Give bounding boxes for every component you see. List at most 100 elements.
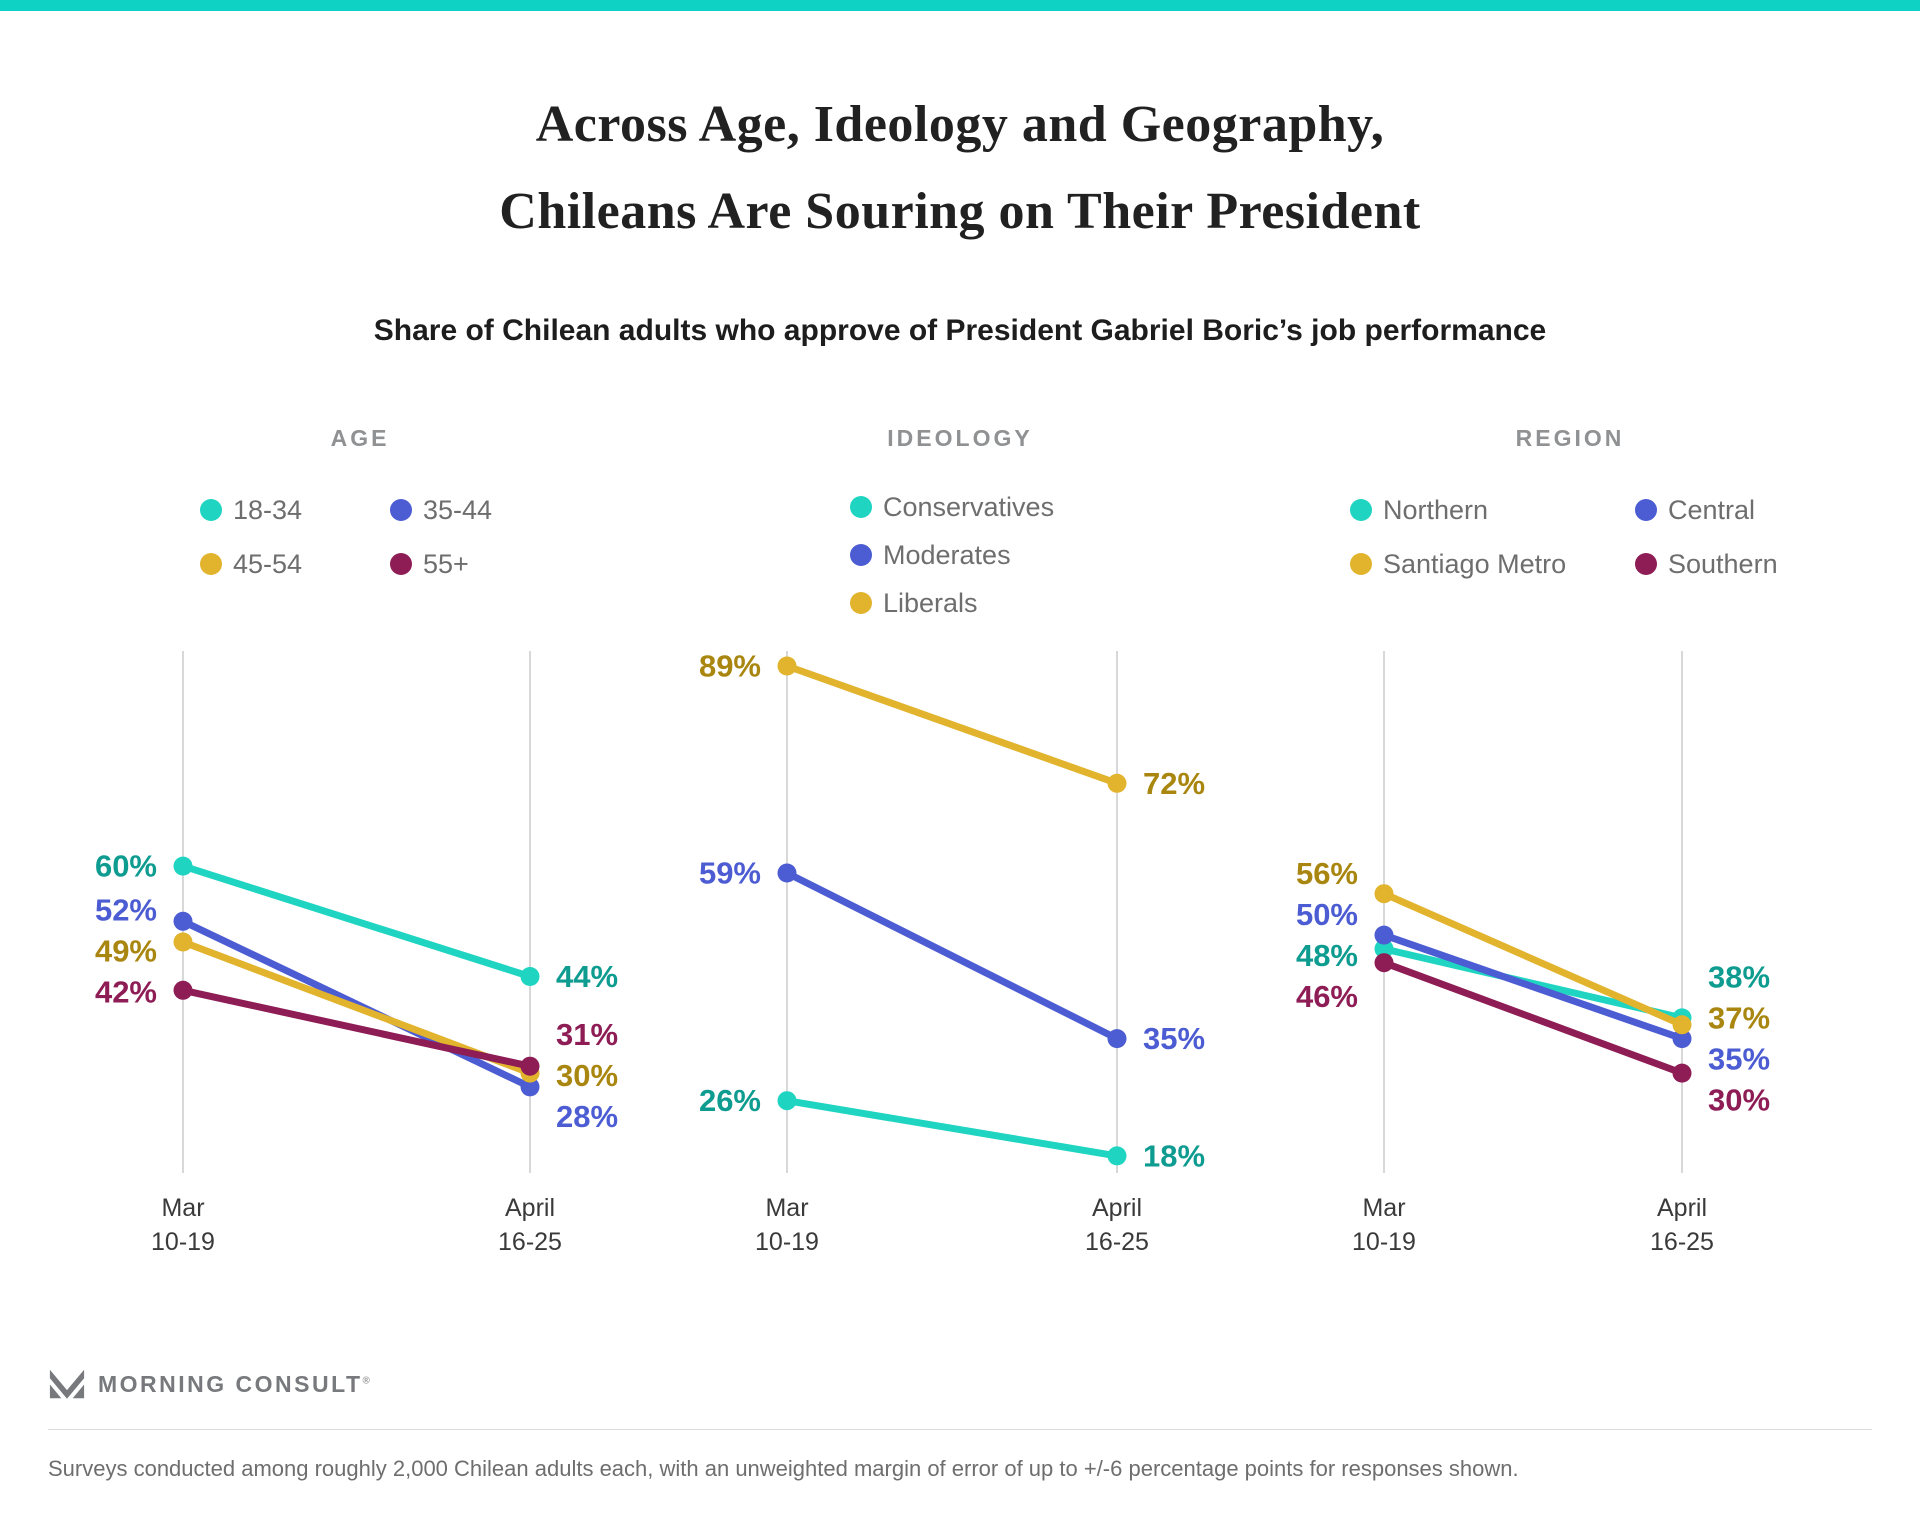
x-tick-mar-line1: Mar: [161, 1194, 204, 1222]
page-title: Across Age, Ideology and Geography, Chil…: [0, 81, 1920, 255]
legend-swatch: [1635, 553, 1657, 575]
point-55+-april: [520, 1056, 540, 1076]
value-label-35-44-mar: 52%: [95, 893, 157, 928]
value-label-moderates-april: 35%: [1143, 1021, 1205, 1056]
legend-label: Southern: [1668, 548, 1778, 579]
x-tick-april-line1: April: [1657, 1194, 1707, 1222]
legend-label: 45-54: [233, 548, 303, 579]
legend-item-santiago-metro: Santiago Metro: [1350, 537, 1635, 591]
page-title-line-2: Chileans Are Souring on Their President: [499, 183, 1421, 240]
point-santiago-metro-mar: [1374, 884, 1394, 904]
value-label-45-54-mar: 49%: [95, 934, 157, 969]
x-tick-april-line2: 16-25: [498, 1228, 562, 1256]
panel-title-region: REGION: [1515, 425, 1625, 451]
point-moderates-mar: [777, 863, 797, 883]
value-label-moderates-mar: 59%: [699, 856, 761, 891]
legend-item-35-44: 35-44: [390, 483, 580, 537]
line-moderates: [783, 869, 1121, 1043]
point-35-44-mar: [173, 911, 193, 931]
point-18-34-mar: [173, 856, 193, 876]
legend-swatch: [850, 544, 872, 566]
value-label-santiago-metro-mar: 56%: [1296, 856, 1358, 891]
value-label-conservatives-mar: 26%: [699, 1083, 761, 1118]
legend-swatch: [200, 553, 222, 575]
registered-mark: ®: [362, 1374, 373, 1386]
x-tick-mar-line1: Mar: [765, 1194, 808, 1222]
brand-logo: MORNING CONSULT®: [48, 1365, 1920, 1403]
legend-swatch: [200, 499, 222, 521]
legend-label: 35-44: [423, 494, 493, 525]
point-45-54-mar: [173, 932, 193, 952]
value-label-santiago-metro-april: 37%: [1708, 1001, 1770, 1036]
brand-name: MORNING CONSULT®: [98, 1370, 373, 1397]
line-conservatives: [783, 1097, 1121, 1160]
point-conservatives-mar: [777, 1091, 797, 1111]
x-tick-april-line2: 16-25: [1085, 1228, 1149, 1256]
legend-item-northern: Northern: [1350, 483, 1635, 537]
legend-item-central: Central: [1635, 483, 1920, 537]
legend-swatch: [850, 592, 872, 614]
legend-item-55+: 55+: [390, 537, 580, 591]
value-label-northern-mar: 48%: [1296, 938, 1358, 973]
value-label-18-34-mar: 60%: [95, 849, 157, 884]
point-northern-mar: [1374, 939, 1394, 959]
legend-item-18-34: 18-34: [200, 483, 390, 537]
region-slope-chart: 56% 50% 48% 46% 38% 37% 35% 30% Mar 10-19 April 16-…: [1296, 651, 1770, 1256]
footer-divider: [48, 1429, 1872, 1430]
x-tick-april-line2: 16-25: [1650, 1228, 1714, 1256]
line-liberals: [783, 662, 1121, 787]
panels-row: AGE 18-34 35-44 45-54 55+ 60% 52% 49% 42% 44% 31% 3…: [0, 423, 1920, 1303]
line-55+: [179, 986, 534, 1070]
value-label-central-april: 35%: [1708, 1042, 1770, 1077]
legend-swatch: [1350, 499, 1372, 521]
x-tick-mar-line1: Mar: [1362, 1194, 1405, 1222]
value-label-southern-april: 30%: [1708, 1083, 1770, 1118]
legend-label: Santiago Metro: [1383, 548, 1567, 579]
legend-item-45-54: 45-54: [200, 537, 390, 591]
legend-item-southern: Southern: [1635, 537, 1920, 591]
line-santiago-metro: [1380, 890, 1686, 1029]
line-18-34: [179, 862, 534, 980]
value-label-45-54-april: 30%: [556, 1058, 618, 1093]
value-label-conservatives-april: 18%: [1143, 1138, 1205, 1173]
x-tick-april-line1: April: [1092, 1194, 1142, 1222]
legend-label: Northern: [1383, 494, 1489, 525]
legend-label: 55+: [423, 548, 469, 579]
legend-label: Moderates: [883, 539, 1011, 570]
legend-swatch: [850, 496, 872, 518]
ideology-slope-chart: 89% 59% 26% 72% 35% 18% Mar 10-19 April 16-25: [699, 649, 1205, 1257]
legend-age: 18-34 35-44 45-54 55+: [60, 453, 660, 638]
line-central: [1380, 931, 1686, 1043]
line-southern: [1380, 959, 1686, 1077]
page-subtitle: Share of Chilean adults who approve of P…: [373, 314, 1547, 347]
value-label-liberals-mar: 89%: [699, 649, 761, 684]
age-slope-chart: 60% 52% 49% 42% 44% 31% 30% 28% Mar 10-19 April 16-…: [95, 651, 618, 1256]
point-35-44-april: [520, 1077, 540, 1097]
legend-label: 18-34: [233, 494, 303, 525]
panel-title-age: AGE: [330, 425, 390, 451]
legend-swatch: [390, 553, 412, 575]
point-liberals-april: [1107, 773, 1127, 793]
point-55+-mar: [173, 980, 193, 1000]
x-tick-april-line1: April: [505, 1194, 555, 1222]
value-label-35-44-april: 28%: [556, 1099, 618, 1134]
legend-label: Central: [1668, 494, 1756, 525]
value-label-18-34-april: 44%: [556, 959, 618, 994]
legend-item-moderates: Moderates: [850, 531, 1260, 579]
point-santiago-metro-april: [1672, 1015, 1692, 1035]
morning-consult-logo-icon: [49, 1369, 85, 1399]
point-southern-april: [1672, 1063, 1692, 1083]
legend-label: Conservatives: [883, 491, 1055, 522]
value-label-55+-mar: 42%: [95, 975, 157, 1010]
legend-swatch: [1350, 553, 1372, 575]
value-label-liberals-april: 72%: [1143, 766, 1205, 801]
point-central-april: [1672, 1029, 1692, 1049]
value-label-northern-april: 38%: [1708, 960, 1770, 995]
legend-item-conservatives: Conservatives: [850, 483, 1260, 531]
legend-region: Northern Central Santiago Metro Southern: [1260, 453, 1880, 638]
point-18-34-april: [520, 967, 540, 986]
point-moderates-april: [1107, 1029, 1127, 1049]
page-title-line-1: Across Age, Ideology and Geography,: [535, 96, 1385, 153]
panel-region: REGION Northern Central Santiago Metro South…: [1260, 423, 1880, 1303]
legend-label: Liberals: [883, 587, 978, 618]
